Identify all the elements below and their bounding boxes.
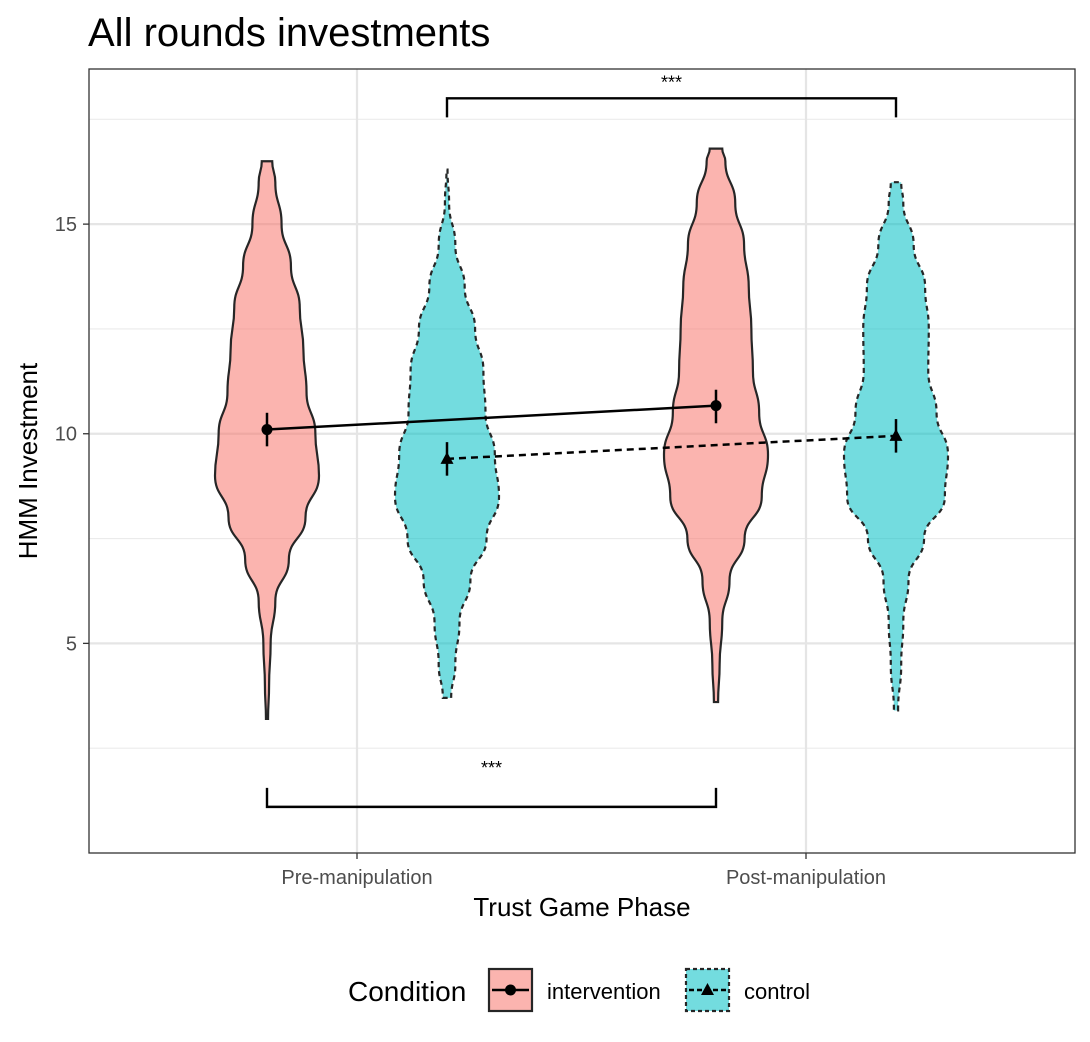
significance-bracket	[445, 97, 898, 118]
legend: Condition intervention control	[348, 967, 810, 1013]
plot-panel: *** ***	[88, 68, 1076, 854]
legend-key-marker-intervention	[505, 984, 516, 996]
legend-label-control: control	[744, 979, 810, 1004]
violin-intervention-post	[662, 147, 770, 704]
chart-title: All rounds investments	[88, 11, 490, 55]
mean-line-intervention	[266, 404, 717, 431]
significance-brackets: *** ***	[265, 72, 898, 809]
y-tick-label: 15	[55, 214, 77, 236]
panel-border	[88, 68, 1076, 854]
x-tick-label: Pre-manipulation	[281, 867, 432, 889]
x-tick-label: Post-manipulation	[726, 867, 886, 889]
legend-label-intervention: intervention	[547, 979, 661, 1004]
significance-bracket	[265, 787, 718, 809]
mean-lines	[261, 389, 903, 476]
mean-point-intervention	[261, 424, 273, 436]
mean-line-control	[446, 434, 897, 461]
y-axis-title: HMM Investment	[13, 362, 43, 559]
legend-title: Condition	[348, 976, 466, 1007]
significance-label: ***	[481, 758, 502, 778]
x-axis-title: Trust Game Phase	[473, 892, 690, 922]
mean-point-control	[440, 451, 454, 464]
mean-point-intervention	[710, 400, 722, 412]
violin-control-pre	[393, 168, 501, 699]
y-tick-label: 10	[55, 424, 77, 446]
legend-keys: intervention control	[487, 967, 810, 1013]
significance-label: ***	[661, 72, 682, 92]
legend-key-marker-control	[701, 983, 714, 995]
mean-point-control	[889, 428, 903, 441]
axes: 5 10 15 Pre-manipulation Post-manipulation	[55, 214, 886, 889]
y-tick-label: 5	[66, 633, 77, 655]
